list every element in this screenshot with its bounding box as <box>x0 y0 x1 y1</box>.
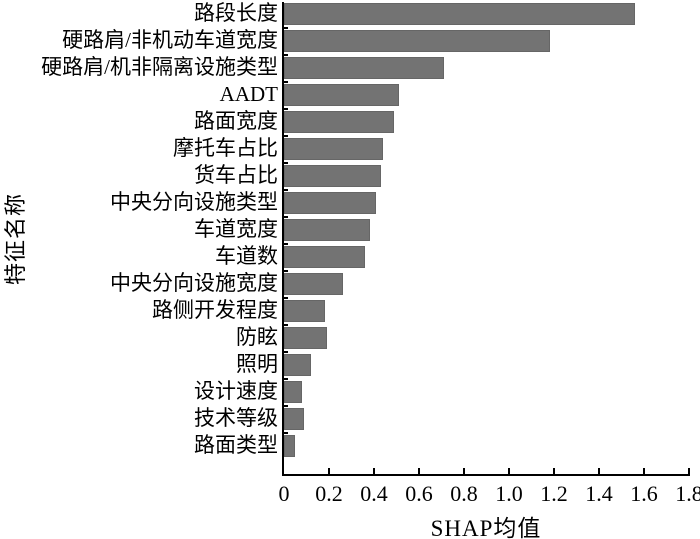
category-label-1: 硬路肩/非机动车道宽度 <box>62 28 278 52</box>
y-axis-tick <box>284 27 288 29</box>
bar-7 <box>284 192 376 214</box>
category-label-13: 照明 <box>236 352 278 376</box>
x-tick-label-0.4: 0.4 <box>360 481 388 506</box>
y-axis-tick <box>284 108 288 110</box>
x-tick-label-0: 0 <box>278 481 290 506</box>
y-axis-tick <box>284 54 288 56</box>
x-axis-tick <box>418 468 420 474</box>
x-tick-label-1.6: 1.6 <box>630 481 658 506</box>
category-label-14: 设计速度 <box>194 379 278 403</box>
bar-11 <box>284 300 325 322</box>
x-axis-tick <box>373 468 375 474</box>
bar-9 <box>284 246 365 268</box>
x-axis-tick <box>328 468 330 474</box>
category-label-7: 中央分向设施类型 <box>110 190 278 214</box>
y-axis-tick <box>284 432 288 434</box>
category-label-12: 防眩 <box>236 325 278 349</box>
x-axis-tick <box>463 468 465 474</box>
bar-3 <box>284 84 399 106</box>
y-axis-tick <box>284 81 288 83</box>
y-axis-tick <box>284 297 288 299</box>
y-axis-tick <box>284 243 288 245</box>
x-axis-tick <box>553 468 555 474</box>
category-label-2: 硬路肩/机非隔离设施类型 <box>41 55 278 79</box>
bar-6 <box>284 165 381 187</box>
y-axis-tick <box>284 378 288 380</box>
x-tick-label-0.8: 0.8 <box>450 481 478 506</box>
x-axis-tick <box>643 468 645 474</box>
x-axis-tick <box>508 468 510 474</box>
category-label-8: 车道宽度 <box>194 217 278 241</box>
bar-10 <box>284 273 343 295</box>
y-axis-tick <box>284 189 288 191</box>
y-axis-tick <box>284 351 288 353</box>
category-label-9: 车道数 <box>215 244 278 268</box>
bar-8 <box>284 219 370 241</box>
category-label-15: 技术等级 <box>194 406 278 430</box>
x-axis-tick <box>688 468 690 474</box>
bar-2 <box>284 57 444 79</box>
x-tick-label-1.8: 1.8 <box>675 481 700 506</box>
x-axis-title: SHAP均值 <box>430 516 542 539</box>
category-label-10: 中央分向设施宽度 <box>110 271 278 295</box>
bar-1 <box>284 30 550 52</box>
category-labels: 路段长度硬路肩/非机动车道宽度硬路肩/机非隔离设施类型 AADT 路面宽度摩托车占比… <box>0 0 278 480</box>
bar-0 <box>284 3 635 25</box>
y-axis-tick <box>284 270 288 272</box>
category-label-5: 摩托车占比 <box>173 136 278 160</box>
y-axis-tick <box>284 162 288 164</box>
x-tick-label-0.6: 0.6 <box>405 481 433 506</box>
plot-area <box>282 2 690 476</box>
bar-13 <box>284 354 311 376</box>
bar-14 <box>284 381 302 403</box>
bar-15 <box>284 408 304 430</box>
category-label-3: AADT <box>219 82 278 106</box>
x-axis-tick <box>598 468 600 474</box>
category-label-11: 路侧开发程度 <box>152 298 278 322</box>
y-axis-tick <box>284 216 288 218</box>
x-tick-label-1.4: 1.4 <box>585 481 613 506</box>
bar-16 <box>284 435 295 457</box>
category-label-16: 路面类型 <box>194 433 278 457</box>
category-label-6: 货车占比 <box>194 163 278 187</box>
y-axis-tick <box>284 405 288 407</box>
category-label-4: 路面宽度 <box>194 109 278 133</box>
y-axis-tick <box>284 324 288 326</box>
x-tick-label-1.0: 1.0 <box>495 481 523 506</box>
x-tick-label-1.2: 1.2 <box>540 481 568 506</box>
x-tick-label-0.2: 0.2 <box>315 481 343 506</box>
bar-4 <box>284 111 394 133</box>
y-axis-tick <box>284 135 288 137</box>
bar-12 <box>284 327 327 349</box>
category-label-0: 路段长度 <box>194 1 278 25</box>
bar-5 <box>284 138 383 160</box>
